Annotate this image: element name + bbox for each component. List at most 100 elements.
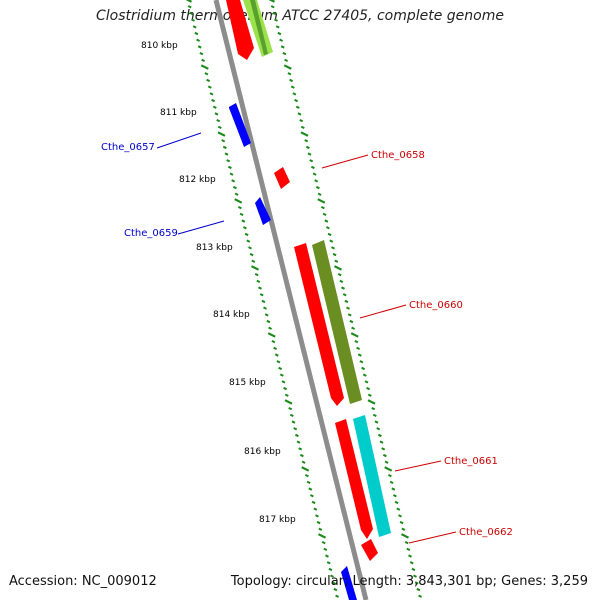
right-tick-mark — [411, 567, 416, 572]
right-tick-mark — [292, 92, 297, 96]
left-tick-mark — [231, 179, 236, 183]
right-tick-mark — [387, 474, 392, 478]
right-tick-mark — [314, 179, 319, 183]
left-tick-mark — [266, 319, 271, 324]
left-tick-mark — [291, 420, 296, 424]
right-tick-mark — [305, 145, 310, 150]
right-tick-mark — [339, 279, 344, 283]
gene-label-cthe-0661[interactable]: Cthe_0661 — [444, 456, 498, 467]
left-tick-mark — [304, 474, 309, 478]
right-tick-mark — [282, 52, 287, 56]
left-tick-mark — [204, 72, 209, 76]
left-tick-mark — [333, 587, 338, 592]
right-tick-mark — [362, 373, 367, 377]
gene-cthe-0660-red-arrow[interactable] — [294, 243, 344, 406]
left-tick-mark — [261, 299, 266, 304]
gene-cthe-0662-arrow[interactable] — [361, 539, 378, 561]
left-tick-mark — [242, 226, 247, 230]
kbp-label-814: 814 kbp — [213, 310, 250, 320]
right-tick-mark — [315, 185, 320, 190]
right-tick-mark — [398, 514, 402, 518]
left-tick-mark — [284, 393, 289, 397]
right-tick-mark — [300, 125, 305, 129]
right-tick-mark — [361, 366, 366, 371]
right-tick-mark — [334, 265, 342, 271]
gene-label-cthe-0662[interactable]: Cthe_0662 — [459, 527, 513, 538]
gene-cthe-0657-arrow[interactable] — [229, 103, 251, 147]
right-tick-mark — [406, 547, 411, 551]
leader-cthe-0659 — [177, 220, 225, 235]
left-tick-mark — [330, 574, 334, 578]
left-tick-mark — [232, 185, 237, 190]
gene-label-cthe-0658[interactable]: Cthe_0658 — [371, 150, 425, 161]
right-tick-mark — [284, 58, 289, 62]
left-tick-mark — [263, 306, 267, 310]
right-tick-mark — [277, 31, 282, 36]
left-tick-mark — [217, 131, 226, 137]
gene-partial-blue-arrow[interactable] — [341, 566, 357, 600]
right-tick-mark — [391, 487, 396, 491]
gene-label-cthe-0659[interactable]: Cthe_0659 — [124, 228, 178, 239]
gene-cthe-0661-cyan-block[interactable] — [353, 415, 391, 537]
right-tick-mark — [290, 85, 295, 89]
right-tick-mark — [364, 380, 369, 384]
right-tick-mark — [350, 332, 359, 338]
gene-cthe-0661-red-arrow[interactable] — [335, 419, 373, 539]
gene-cthe-0660-olive-block[interactable] — [312, 240, 362, 404]
right-tick-mark — [401, 527, 406, 531]
right-tick-mark — [331, 246, 335, 250]
left-tick-mark — [301, 460, 306, 464]
right-tick-mark — [322, 212, 327, 216]
left-tick-mark — [264, 313, 269, 317]
right-tick-mark — [357, 353, 362, 357]
left-tick-mark — [299, 453, 304, 458]
right-tick-mark — [384, 466, 393, 472]
right-tick-mark — [371, 407, 376, 411]
gene-label-cthe-0660[interactable]: Cthe_0660 — [409, 300, 463, 311]
right-tick-mark — [344, 299, 349, 304]
right-tick-mark — [374, 420, 379, 424]
left-tick-mark — [212, 105, 217, 109]
left-tick-mark — [246, 239, 251, 243]
right-tick-mark — [351, 326, 356, 330]
left-tick-mark — [294, 433, 299, 438]
kbp-label-812: 812 kbp — [179, 175, 216, 185]
right-tick-mark — [413, 574, 417, 578]
left-tick-mark — [197, 45, 202, 49]
left-tick-mark — [249, 252, 254, 257]
gene-partial-red-arrow[interactable] — [226, 0, 254, 60]
right-tick-mark — [299, 119, 304, 123]
right-tick-mark — [418, 594, 423, 598]
kbp-label-810: 810 kbp — [141, 41, 178, 51]
leader-cthe-0658 — [321, 154, 369, 169]
accession-text: Accession: NC_009012 — [9, 574, 157, 589]
left-tick-mark — [298, 447, 303, 451]
left-tick-mark — [278, 366, 283, 371]
gene-cthe-0659-arrow[interactable] — [255, 197, 271, 225]
right-tick-mark — [289, 78, 294, 83]
right-tick-mark — [307, 152, 312, 156]
left-tick-mark — [244, 232, 249, 237]
left-tick-mark — [206, 78, 211, 83]
right-tick-mark — [399, 520, 404, 525]
left-tick-mark — [214, 112, 219, 116]
right-tick-mark — [327, 232, 332, 237]
left-tick-mark — [189, 11, 194, 16]
right-tick-mark — [354, 340, 359, 344]
left-tick-mark — [276, 360, 281, 364]
right-tick-mark — [329, 239, 334, 243]
right-tick-mark — [272, 11, 277, 16]
right-tick-mark — [274, 18, 278, 22]
right-tick-mark — [414, 581, 419, 585]
left-tick-mark — [248, 246, 252, 250]
gene-label-cthe-0657[interactable]: Cthe_0657 — [101, 142, 155, 153]
genome-title: Clostridium thermocellum ATCC 27405, com… — [96, 8, 504, 24]
right-tick-mark — [325, 226, 330, 230]
right-tick-track — [268, 0, 423, 598]
right-tick-mark — [295, 105, 300, 109]
left-tick-mark — [207, 85, 212, 89]
gene-cthe-0658-arrow[interactable] — [274, 167, 290, 189]
right-tick-mark — [320, 206, 325, 210]
right-tick-mark — [392, 494, 397, 498]
